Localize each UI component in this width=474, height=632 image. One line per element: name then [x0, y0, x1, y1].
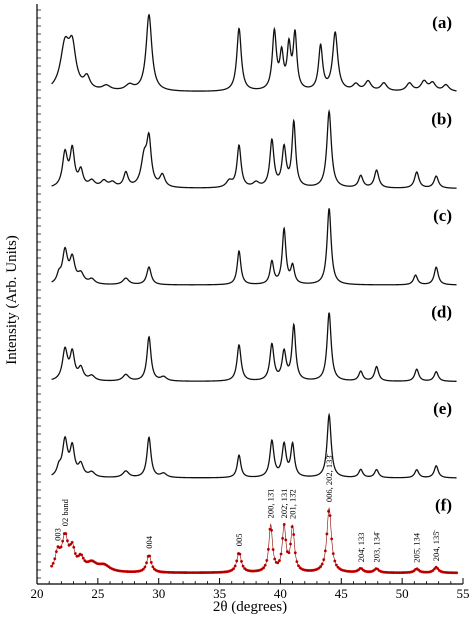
pattern-line — [51, 312, 457, 382]
panel-label: (c) — [433, 206, 452, 225]
observed-point — [455, 571, 459, 575]
fit-line — [51, 507, 457, 574]
pattern-line — [51, 108, 457, 189]
y-minor-ticks — [37, 9, 41, 579]
x-tick-label: 35 — [213, 586, 226, 601]
peak-annotation: 006, 202, 133̄ — [324, 453, 334, 502]
x-tick-label: 25 — [91, 586, 104, 601]
peak-annotation: 205̄, 134 — [412, 532, 422, 563]
x-axis-ticks: 20 25 30 35 40 45 50 55 — [31, 578, 470, 601]
x-tick-label: 45 — [335, 586, 348, 601]
peak-annotation: 203, 134̄ — [372, 531, 382, 563]
peak-annotation: 200, 13̄1 — [266, 489, 276, 519]
x-tick-label: 55 — [457, 586, 470, 601]
panel-label: (e) — [433, 399, 452, 418]
pattern-line — [51, 208, 457, 286]
y-axis-label: Intensity (Arb. Units) — [4, 235, 20, 365]
peak-annotation: 204̄, 133 — [356, 532, 366, 562]
peak-annotation: 004 — [144, 535, 154, 549]
x-tick-label: 50 — [396, 586, 409, 601]
x-tick-label: 30 — [152, 586, 165, 601]
peak-annotation: 202̄, 131 — [279, 489, 289, 519]
pattern-line — [51, 13, 457, 92]
pattern-line — [51, 412, 457, 479]
panel-label: (b) — [431, 110, 452, 129]
panel-label: (d) — [431, 303, 452, 322]
panel-label: (f) — [435, 496, 452, 515]
x-axis-label: 2θ (degrees) — [213, 599, 287, 615]
x-tick-label: 40 — [274, 586, 287, 601]
panel-label: (a) — [432, 13, 452, 32]
panels: (a) (b) (c) (d) (e) (f) 003 02 band 004 005 200, 1… — [50, 13, 459, 575]
peak-annotation: 204, 135̄ — [431, 529, 441, 561]
peak-annotation: 02 band — [60, 498, 70, 526]
peak-annotation: 201, 13̄2 — [288, 489, 298, 519]
x-tick-label: 20 — [31, 586, 44, 601]
peak-annotation: 003 — [53, 528, 63, 541]
peak-annotation: 005 — [234, 534, 244, 547]
plot-frame — [36, 4, 463, 585]
